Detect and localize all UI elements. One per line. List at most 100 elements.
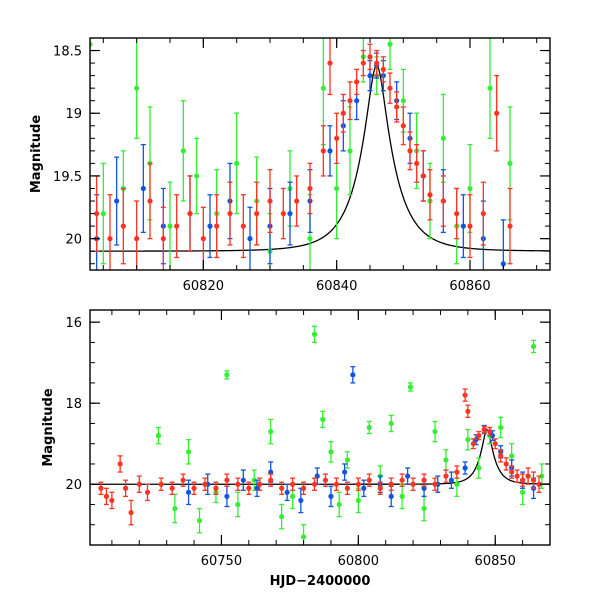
data-point xyxy=(407,148,413,154)
data-layer xyxy=(90,38,550,270)
data-point xyxy=(481,426,487,433)
data-point xyxy=(300,485,307,491)
data-point xyxy=(122,485,129,491)
data-point xyxy=(227,210,233,217)
data-point xyxy=(334,185,340,192)
data-point xyxy=(328,493,334,499)
data-point xyxy=(114,198,120,204)
data-point xyxy=(354,79,360,85)
data-point xyxy=(290,481,296,487)
data-point xyxy=(191,485,197,491)
data-point xyxy=(134,85,140,91)
data-point xyxy=(476,433,482,439)
data-point xyxy=(298,497,304,504)
data-point xyxy=(311,481,318,487)
data-point xyxy=(136,481,142,487)
data-point xyxy=(530,343,537,350)
data-layer xyxy=(90,325,550,545)
y-tick-label: 18 xyxy=(65,397,82,412)
data-point xyxy=(427,192,433,198)
x-tick-label: 60820 xyxy=(183,279,224,294)
x-tick-label: 60750 xyxy=(201,554,242,569)
data-point xyxy=(354,98,360,104)
data-point xyxy=(355,497,361,504)
data-point xyxy=(147,198,153,204)
data-point xyxy=(492,441,498,447)
data-point xyxy=(366,477,372,483)
x-tick-label: 60860 xyxy=(449,279,490,294)
data-point xyxy=(109,497,115,504)
data-point xyxy=(350,372,356,378)
data-point xyxy=(360,60,366,66)
y-axis-label: Magnitude xyxy=(29,115,44,194)
data-point xyxy=(525,473,531,479)
x-tick-label: 60800 xyxy=(338,554,379,569)
data-point xyxy=(405,473,411,479)
data-point xyxy=(498,424,504,431)
data-point xyxy=(487,428,493,435)
data-point xyxy=(224,477,230,483)
data-point xyxy=(487,85,493,91)
y-tick-label: 19 xyxy=(65,107,82,122)
data-point xyxy=(320,85,326,91)
data-point xyxy=(388,493,394,499)
data-point xyxy=(530,477,537,483)
data-point xyxy=(387,85,393,91)
data-point xyxy=(465,408,471,414)
data-point xyxy=(196,518,203,524)
data-point xyxy=(128,509,134,516)
data-point xyxy=(399,493,405,499)
data-point xyxy=(420,173,426,179)
data-point xyxy=(300,534,307,540)
data-point xyxy=(254,210,260,217)
data-point xyxy=(290,493,296,499)
data-point xyxy=(187,210,193,217)
data-point xyxy=(367,73,373,79)
data-point xyxy=(94,210,100,217)
data-point xyxy=(394,104,400,110)
data-point xyxy=(224,493,230,499)
data-point xyxy=(333,481,340,487)
data-point xyxy=(407,384,413,390)
data-point xyxy=(294,198,300,204)
series-red xyxy=(94,38,513,270)
data-point xyxy=(507,223,513,229)
data-point xyxy=(279,485,285,491)
data-point xyxy=(454,481,460,487)
data-point xyxy=(284,489,290,495)
data-point xyxy=(235,481,241,487)
data-point xyxy=(462,465,468,471)
data-point xyxy=(246,485,252,491)
data-point xyxy=(344,457,350,463)
data-point xyxy=(414,160,420,167)
data-point xyxy=(100,210,106,217)
data-point xyxy=(144,489,151,495)
data-point xyxy=(509,453,515,459)
data-point xyxy=(336,501,342,508)
data-point xyxy=(489,433,496,439)
data-point xyxy=(470,441,476,447)
bottom-panel: 60750 60800 60850 16 18 20 Magnitude HJD−240000… xyxy=(41,309,551,589)
data-point xyxy=(307,236,313,242)
data-point xyxy=(98,485,104,491)
data-point xyxy=(377,485,383,491)
data-point xyxy=(465,437,471,443)
data-point xyxy=(503,461,509,467)
data-point xyxy=(399,477,405,483)
data-point xyxy=(134,236,140,242)
data-point xyxy=(500,261,506,267)
y-axis-label: Magnitude xyxy=(41,388,56,467)
data-point xyxy=(158,481,164,487)
data-point xyxy=(268,428,274,435)
y-tick-label: 18.5 xyxy=(53,45,82,60)
data-point xyxy=(155,433,162,439)
data-point xyxy=(476,465,482,471)
data-point xyxy=(361,485,367,491)
data-point xyxy=(280,210,286,217)
data-point xyxy=(287,210,293,217)
data-point xyxy=(169,485,175,491)
data-point xyxy=(342,469,348,475)
data-point xyxy=(454,210,460,217)
data-point xyxy=(347,98,353,104)
data-point xyxy=(494,110,500,116)
